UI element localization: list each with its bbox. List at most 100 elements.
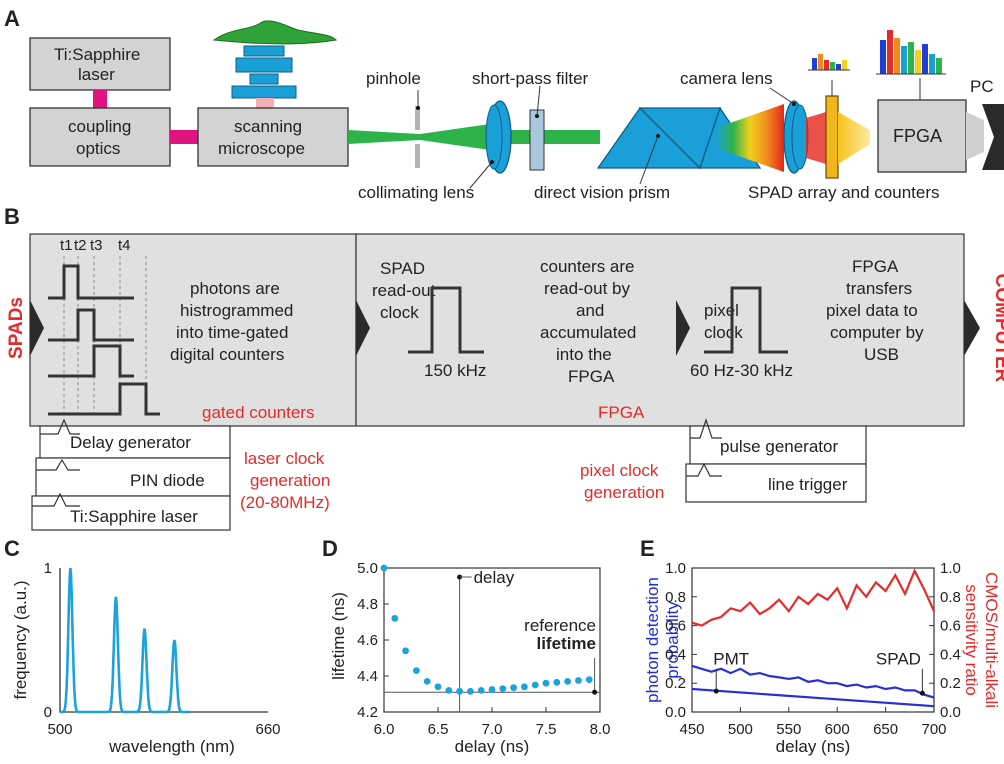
e-pmt-label: PMT [713,649,749,668]
laser-clock-1: laser clock [244,449,325,468]
computer-arrow [964,300,980,356]
d-reference-label-1: reference [524,616,596,635]
spad-glow [838,112,870,164]
counters-line-1: counters are [540,257,635,276]
laser-label-2: laser [78,65,115,84]
e-ytick-left-label: 0.6 [665,618,686,635]
e-ytick-right-label: 0.6 [940,618,961,635]
panel-a: A Ti:Sapphire laser coupling optics scan… [4,6,1004,202]
counters-line-4: accumulated [540,323,636,342]
chart-e: 0.0 0.0 0.2 0.2 0.4 0.4 0.6 0.6 0.8 0.8 1.0 1.0 450 5… [665,560,961,756]
gated-counters-region [29,233,357,427]
spads-arrow [30,300,44,356]
counters-line-3: and [576,301,604,320]
c-ylabel: frequency (a.u.) [11,580,30,699]
e-ylabel-right-1: CMOS/multi-alkali [982,572,1001,708]
laser-box [29,37,171,91]
c-axes [59,568,268,713]
pc-icon [982,104,1004,170]
collimating-lens-label: collimating lens [358,183,474,202]
d-ytick-label: 5.0 [357,560,378,577]
d-xlabel: delay (ns) [455,737,530,756]
panel-letter-c: C [4,536,20,561]
e-ytick-right-label: 0.4 [940,646,961,663]
tisapph-label: Ti:Sapphire laser [70,507,198,526]
d-data-point [510,684,517,692]
d-data-point [445,687,453,694]
coupling-connector [170,130,198,144]
camera-lens-label: camera lens [680,69,773,88]
short-pass-filter-icon [529,109,545,171]
d-ylabel: lifetime (ns) [329,592,348,680]
d-reference-marker [592,689,598,695]
e-xtick-label: 700 [921,721,946,738]
photons-line-2: histrogrammed [180,301,293,320]
e-spad-marker [919,690,925,696]
gated-counters-label: gated counters [202,403,314,422]
d-data-point [456,687,463,695]
e-xtick-label: 500 [728,721,753,738]
fpga-text-4: computer by [830,323,924,342]
c-xlabel: wavelength (nm) [108,737,235,756]
pixel-clock-1: pixel [704,301,739,320]
counters-line-6: FPGA [568,367,615,386]
counters-line-5: into the [556,345,612,364]
e-ytick-right-label: 0.0 [940,704,961,721]
d-reference-label-2: lifetime [536,634,596,653]
e-xtick-label: 650 [873,721,898,738]
e-spad-label: SPAD [876,649,921,668]
microscope-label-1: scanning [234,117,302,136]
coupling-label-2: optics [76,139,120,158]
pixel-clock-2: clock [704,323,743,342]
objective-stem [256,98,274,108]
e-ytick-left-label: 0.0 [665,704,686,721]
e-ylabel-right-2: sensitivity ratio [962,584,981,695]
d-data-point [413,667,420,674]
spads-side-label: SPADs [6,297,27,359]
panel-e: E photon detection probability CMOS/mult… [640,536,1001,756]
green-beam-parallel [490,130,600,144]
chart-d: 4.2 4.4 4.6 4.8 5.0 6.0 6.5 7.0 7.5 8.0 delay (ns)… [357,560,610,756]
panel-letter-a: A [4,6,20,31]
e-ytick-right-label: 0.2 [940,675,961,692]
panel-b: B SPADs COMPUTER t1 t2 t3 t4 photons are [4,204,1004,531]
laser-clock-stack [31,418,231,531]
d-data-point [467,687,474,695]
laser-clock-2: generation [250,471,330,490]
fpga-arrow-in [356,300,370,356]
dispersed-spectrum [716,104,784,172]
d-ytick-label: 4.4 [357,668,378,685]
fpga-text-1: FPGA [852,257,899,276]
pixel-freq: 60 Hz-30 kHz [690,361,793,380]
d-data-point [531,681,539,689]
d-data-point [542,679,550,687]
pixel-clock-gen-2: generation [584,483,664,502]
objective-base [231,85,297,99]
e-ylabel-left-2: probability [663,601,682,679]
photons-line-4: digital counters [170,345,284,364]
histogram-icon-large [876,30,946,75]
panel-c: C frequency (a.u.) 0 1 500 660 wavelength (n… [4,536,281,756]
spad-freq: 150 kHz [424,361,486,380]
d-ytick-label: 4.8 [357,596,378,613]
d-ytick-label: 4.2 [357,704,378,721]
short-pass-label: short-pass filter [472,69,589,88]
c-xtick-label: 660 [255,721,280,738]
fpga-text-2: transfers [846,279,912,298]
green-beam-expand [420,124,490,150]
fpga-text-3: pixel data to [826,301,918,320]
e-xtick-label: 450 [679,721,704,738]
e-ytick-left-label: 0.8 [665,589,686,606]
panel-letter-b: B [4,204,20,229]
fpga-label: FPGA [893,126,942,146]
line-trigger-label: line trigger [768,475,848,494]
green-beam-in [348,130,420,144]
fpga-text-5: USB [864,345,899,364]
spad-clock-3: clock [380,303,419,322]
pinhole-lower [415,144,420,168]
d-data-point [499,685,507,692]
c-xtick-label: 500 [47,721,72,738]
d-data-point [521,683,528,691]
laser-label-1: Ti:Sapphire [54,45,140,64]
